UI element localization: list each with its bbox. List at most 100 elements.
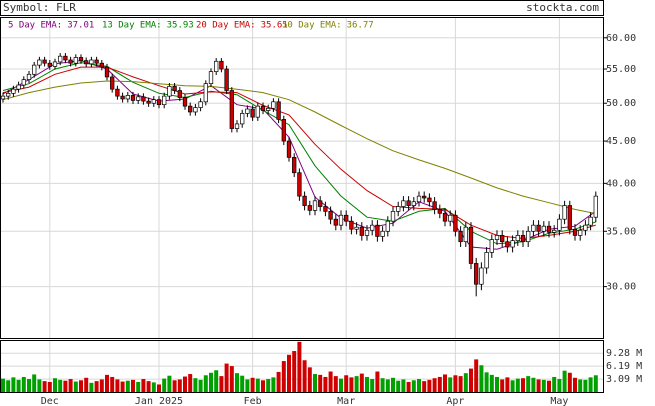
x-tick-label: Apr	[446, 396, 464, 406]
volume-bar	[354, 376, 359, 392]
y-tick-label: 35.00	[606, 226, 636, 237]
volume-bar	[344, 375, 349, 392]
candle-body	[474, 263, 479, 285]
symbol: Symbol: FLR	[3, 1, 76, 14]
volume-bar	[235, 373, 239, 392]
candle-body	[364, 229, 370, 236]
candle-body	[250, 108, 255, 118]
volume-bar	[209, 372, 213, 392]
volume-bar	[58, 379, 63, 392]
volume-bar	[297, 341, 302, 392]
candle-body	[240, 113, 245, 125]
candle-body	[188, 105, 193, 113]
x-tick-label: Dec	[41, 396, 59, 406]
volume-bar	[401, 379, 406, 392]
volume-bar	[417, 379, 421, 392]
candle-body	[271, 101, 276, 109]
legend-value: 36.77	[347, 21, 374, 31]
volume-bar	[453, 375, 458, 392]
y-tick-label: 60.00	[606, 33, 636, 44]
price-frame	[0, 17, 604, 339]
volume-bar	[177, 379, 182, 392]
candle-body	[52, 61, 58, 67]
candle-body	[73, 57, 78, 64]
candle-body	[380, 230, 385, 237]
volume-bar	[489, 374, 494, 392]
volume-bar	[349, 377, 354, 392]
candle-body	[120, 95, 125, 100]
volume-bar	[131, 379, 135, 392]
volume-bar	[37, 379, 42, 392]
candle-body	[110, 76, 115, 90]
candle-body	[47, 62, 52, 67]
volume-bar	[21, 376, 26, 392]
volume-bar	[105, 374, 109, 392]
candle-body	[260, 105, 266, 111]
volume-bar	[427, 379, 432, 392]
candle-body	[136, 96, 141, 101]
y-tick-label: 45.00	[606, 136, 636, 147]
volume-bar	[391, 377, 395, 392]
volume-bar	[370, 379, 375, 392]
volume-bar	[411, 380, 416, 392]
candle-body	[104, 66, 110, 78]
candle-body	[229, 90, 234, 129]
candle-body	[323, 206, 328, 212]
volume-bar	[380, 378, 385, 392]
volume-bar	[183, 376, 187, 392]
x-tick-label: Jan 2025	[135, 396, 183, 406]
volume-bar	[567, 372, 572, 392]
candle-body	[58, 55, 63, 63]
volume-bar	[250, 377, 255, 392]
volume-bar	[448, 377, 453, 392]
candle-body	[11, 88, 16, 94]
candle-body	[99, 62, 104, 68]
candle-body	[234, 123, 240, 129]
candle-body	[546, 225, 552, 233]
candle-body	[442, 212, 448, 222]
legend-name: 50 Day EMA:	[282, 21, 342, 31]
candle-body	[328, 210, 333, 220]
candle-body	[193, 107, 198, 113]
volume-bar	[526, 376, 531, 392]
volume-bar	[224, 363, 229, 392]
volume-bar	[32, 374, 37, 392]
legend-value: 35.61	[261, 21, 288, 31]
candle-body	[593, 195, 598, 218]
volume-bar	[240, 375, 245, 392]
volume-bar	[110, 376, 115, 392]
volume-bar	[94, 381, 99, 392]
volume-bar	[162, 378, 167, 392]
candle-body	[448, 214, 453, 222]
volume-bar	[292, 351, 297, 392]
candle-body	[338, 214, 344, 226]
candle-body	[385, 220, 390, 232]
candle-body	[68, 59, 73, 64]
volume-bar	[261, 380, 265, 392]
volume-bar	[266, 379, 271, 392]
volume-bar	[463, 373, 468, 392]
volume-bar	[313, 374, 317, 392]
candle-body	[266, 107, 271, 111]
candle-body	[344, 214, 349, 222]
y-tick-label: 50.00	[606, 98, 636, 109]
candle-body	[370, 224, 375, 231]
candle-body	[6, 92, 11, 97]
candle-body	[42, 59, 47, 64]
volume-bar	[562, 370, 567, 392]
candle-body	[255, 105, 260, 118]
candle-body	[182, 97, 188, 107]
v-tick-label: 9.28 M	[606, 348, 642, 359]
volume-bar	[536, 379, 541, 392]
candle-body	[172, 86, 177, 91]
candle-body	[531, 224, 536, 232]
candle-body	[349, 220, 354, 230]
volume-frame	[0, 340, 604, 393]
candle-body	[484, 252, 489, 269]
site: stockta.com	[526, 1, 599, 14]
candle-body	[396, 206, 401, 212]
candle-body	[541, 225, 546, 232]
ema-line	[2, 60, 597, 250]
candle-body	[224, 68, 229, 91]
